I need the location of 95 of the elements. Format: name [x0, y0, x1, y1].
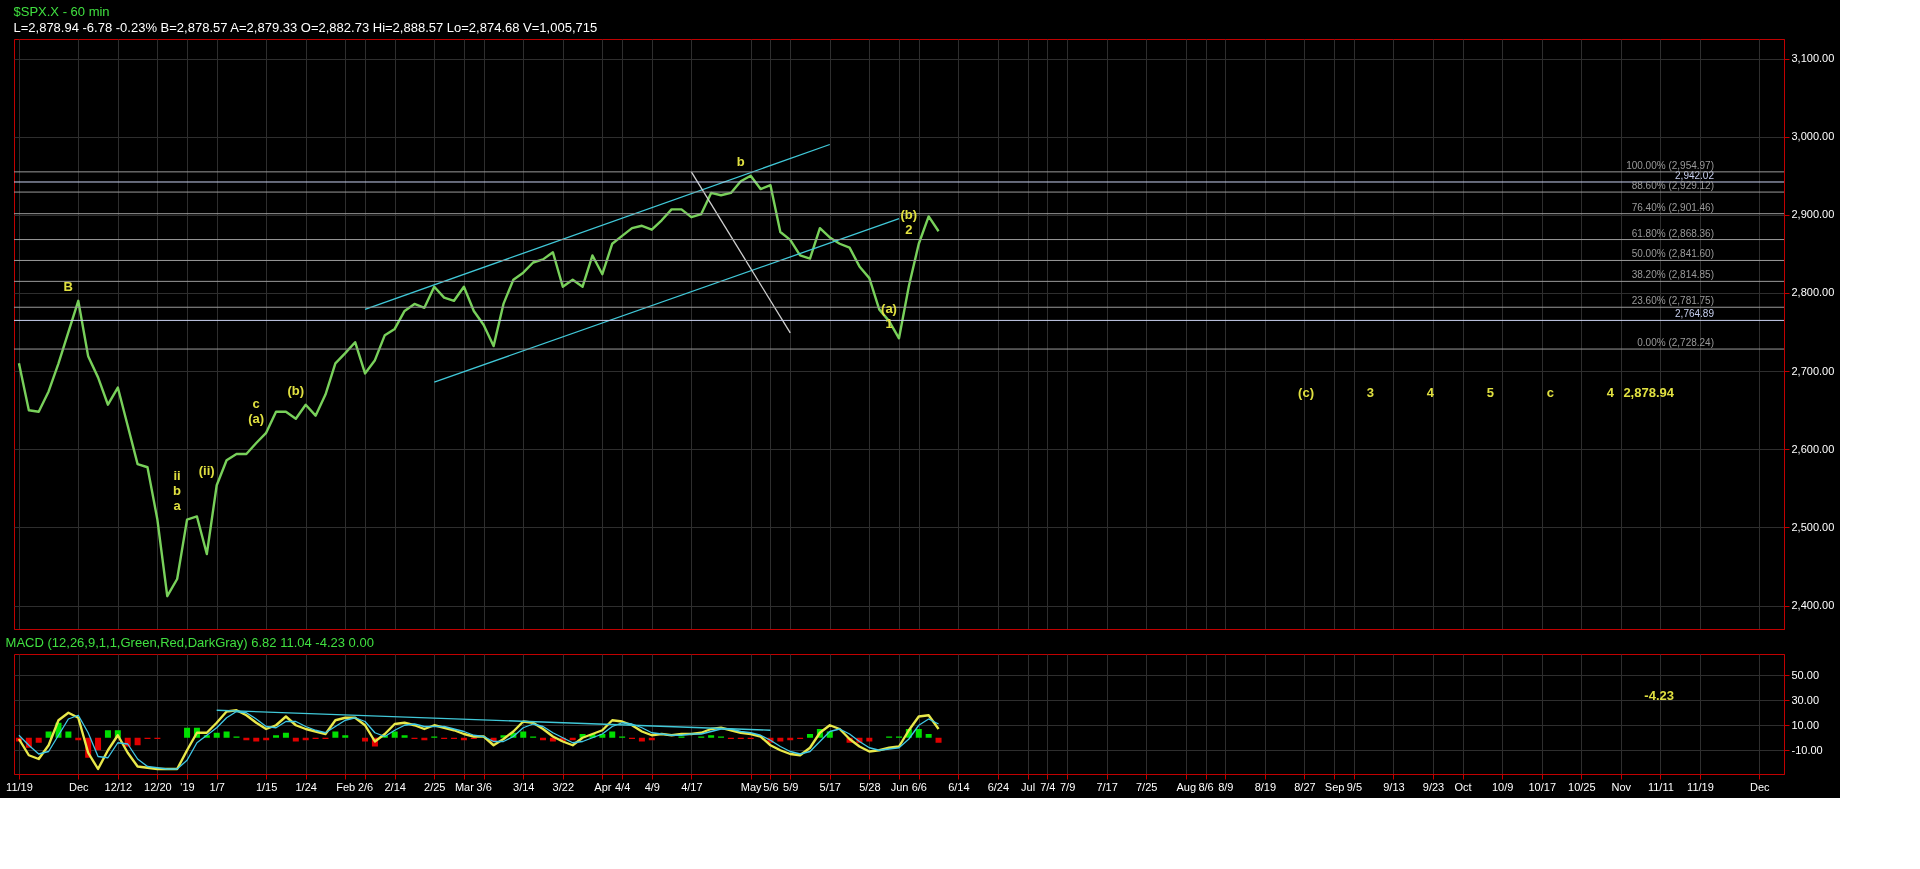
- x-tick-label: 4/9: [644, 780, 660, 793]
- x-tick-label: Mar: [454, 780, 475, 793]
- x-tick-label: 11/11: [1647, 780, 1674, 793]
- x-tick-label: 5/17: [819, 780, 841, 793]
- y-tick-label: 50.00: [1791, 668, 1820, 681]
- annotation: c: [252, 395, 260, 411]
- ref-line-label: 38.20% (2,814.85): [1631, 269, 1714, 281]
- x-tick-label: Aug: [1176, 780, 1197, 793]
- ref-line-label: 50.00% (2,841.60): [1631, 248, 1714, 260]
- ref-line-label: 0.00% (2,728.24): [1637, 337, 1714, 349]
- y-tick-label: 2,900.00: [1791, 208, 1835, 221]
- x-tick-label: 10/25: [1568, 780, 1596, 793]
- x-tick-label: 3/6: [476, 780, 492, 793]
- x-tick-label: 2/14: [384, 780, 406, 793]
- annotation: 2,878.94: [1623, 385, 1675, 400]
- x-tick-label: 7/4: [1040, 780, 1056, 793]
- ref-line-label: 76.40% (2,901.46): [1631, 201, 1714, 213]
- x-tick-label: Oct: [1454, 780, 1472, 793]
- annotation: (a): [881, 301, 897, 317]
- annotation: b: [736, 153, 745, 169]
- x-tick-label: 12/12: [104, 780, 133, 793]
- x-tick-label: 3/22: [552, 780, 575, 793]
- y-tick-label: 2,800.00: [1791, 286, 1835, 299]
- x-tick-label: 10/17: [1528, 780, 1556, 793]
- y-tick-label: 10.00: [1791, 718, 1820, 731]
- ref-line-label: 88.60% (2,929.12): [1631, 180, 1714, 192]
- x-tick-label: Feb: [336, 780, 356, 793]
- ref-line-label: 61.80% (2,868.36): [1631, 227, 1714, 239]
- x-tick-label: 2/25: [424, 780, 446, 793]
- x-tick-label: 6/24: [987, 780, 1010, 793]
- annotation: 4: [1606, 385, 1615, 400]
- ref-line-label: 2,942.02: [1675, 169, 1715, 181]
- x-tick-label: Nov: [1611, 780, 1632, 793]
- x-tick-label: Sep: [1324, 780, 1345, 793]
- y-tick-label: 2,600.00: [1791, 442, 1835, 455]
- x-tick-label: 11/19: [6, 780, 33, 793]
- annotation: 2: [905, 221, 913, 237]
- annotation: (ii): [198, 463, 215, 479]
- ref-line-label: 100.00% (2,954.97): [1626, 159, 1714, 171]
- annotation: a: [173, 497, 182, 513]
- annotation: 5: [1486, 385, 1494, 400]
- x-tick-label: May: [740, 780, 763, 793]
- x-tick-label: 7/25: [1136, 780, 1158, 793]
- y-tick-label: 3,000.00: [1791, 130, 1835, 143]
- ref-line-label: 2,764.89: [1675, 308, 1715, 320]
- x-tick-label: Dec: [68, 780, 90, 793]
- x-tick-label: 9/23: [1422, 780, 1445, 793]
- x-tick-label: 11/19: [1687, 780, 1714, 793]
- annotation: 3: [1366, 385, 1374, 400]
- ref-line-label: 23.60% (2,781.75): [1631, 295, 1714, 307]
- x-tick-label: 7/17: [1096, 780, 1118, 793]
- y-tick-label: -10.00: [1791, 743, 1823, 756]
- x-tick-label: Jul: [1021, 780, 1036, 793]
- x-tick-label: 3/14: [513, 780, 535, 793]
- x-tick-label: 6/14: [948, 780, 970, 793]
- x-tick-label: 8/27: [1294, 780, 1316, 793]
- x-tick-label: 10/9: [1491, 780, 1514, 793]
- annotation: 4: [1426, 385, 1435, 400]
- annotation: B: [63, 278, 73, 294]
- y-tick-label: 3,100.00: [1791, 52, 1835, 65]
- y-tick-label: 2,400.00: [1791, 599, 1835, 612]
- y-tick-label: 30.00: [1791, 693, 1820, 706]
- x-tick-label: 1/15: [255, 780, 278, 793]
- x-tick-label: 2/6: [357, 780, 374, 793]
- x-tick-label: 8/19: [1254, 780, 1277, 793]
- x-tick-label: 4/4: [614, 780, 631, 793]
- annotation: (a): [248, 410, 265, 426]
- x-tick-label: Jun: [890, 780, 909, 793]
- x-tick-label: Dec: [1750, 780, 1771, 793]
- x-tick-label: '19: [180, 780, 195, 793]
- y-tick-label: 2,500.00: [1791, 520, 1835, 533]
- x-tick-label: 7/9: [1059, 780, 1076, 793]
- x-tick-label: 12/20: [144, 780, 172, 793]
- annotation: c: [1546, 385, 1554, 400]
- x-tick-label: 8/9: [1218, 780, 1234, 793]
- x-tick-label: 1/7: [209, 780, 225, 793]
- chart-title: MACD (12,26,9,1,1,Green,Red,DarkGray) 6.82 11.04 -4.23 0.00: [5, 635, 374, 650]
- x-tick-label: 9/5: [1346, 780, 1363, 793]
- x-tick-label: 9/13: [1383, 780, 1405, 793]
- x-tick-label: 5/9: [783, 780, 799, 793]
- x-tick-label: 4/17: [681, 780, 703, 793]
- annotation: ii: [173, 467, 181, 483]
- x-tick-label: 1/24: [295, 780, 317, 793]
- annotation: (c): [1298, 385, 1314, 400]
- y-tick-label: 2,700.00: [1791, 364, 1835, 377]
- annotation: -4.23: [1644, 688, 1674, 703]
- x-tick-label: 5/6: [763, 780, 779, 793]
- annotation: b: [173, 482, 182, 498]
- chart-subtitle: L=2,878.94 -6.78 -0.23% B=2,878.57 A=2,879.33 O=2,882.73 Hi=2,888.57 Lo=2,874.68 V=1,005,715: [13, 20, 598, 35]
- x-tick-label: 8/6: [1198, 780, 1214, 793]
- x-tick-label: Apr: [594, 780, 612, 793]
- chart-title: $SPX.X - 60 min: [13, 4, 110, 19]
- annotation: (b): [287, 382, 305, 398]
- x-tick-label: 5/28: [859, 780, 881, 793]
- x-tick-label: 6/6: [911, 780, 927, 793]
